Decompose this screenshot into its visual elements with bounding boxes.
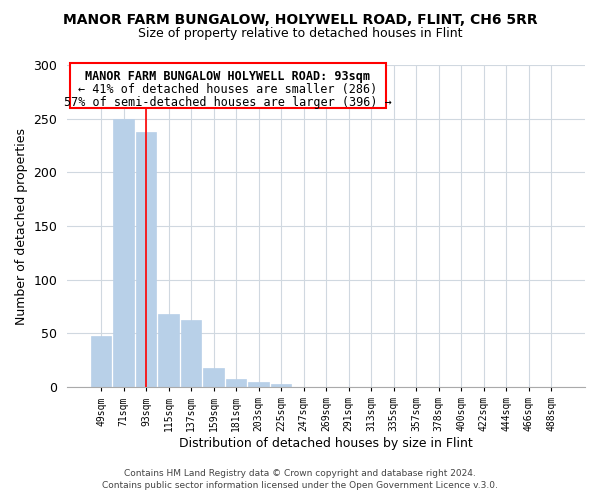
Bar	[248, 382, 269, 387]
FancyBboxPatch shape	[70, 64, 386, 108]
Bar	[136, 132, 157, 387]
Bar	[181, 320, 202, 387]
Y-axis label: Number of detached properties: Number of detached properties	[15, 128, 28, 324]
Text: MANOR FARM BUNGALOW HOLYWELL ROAD: 93sqm: MANOR FARM BUNGALOW HOLYWELL ROAD: 93sqm	[85, 70, 370, 83]
Bar	[113, 118, 134, 387]
Text: 57% of semi-detached houses are larger (396) →: 57% of semi-detached houses are larger (…	[64, 96, 392, 108]
Bar	[91, 336, 112, 387]
Text: Contains HM Land Registry data © Crown copyright and database right 2024.: Contains HM Land Registry data © Crown c…	[124, 468, 476, 477]
Bar	[203, 368, 224, 387]
Bar	[271, 384, 292, 387]
Text: Size of property relative to detached houses in Flint: Size of property relative to detached ho…	[138, 28, 462, 40]
Text: MANOR FARM BUNGALOW, HOLYWELL ROAD, FLINT, CH6 5RR: MANOR FARM BUNGALOW, HOLYWELL ROAD, FLIN…	[62, 12, 538, 26]
Bar	[226, 378, 247, 387]
Text: ← 41% of detached houses are smaller (286): ← 41% of detached houses are smaller (28…	[78, 82, 377, 96]
Bar	[158, 314, 179, 387]
X-axis label: Distribution of detached houses by size in Flint: Distribution of detached houses by size …	[179, 437, 473, 450]
Text: Contains public sector information licensed under the Open Government Licence v.: Contains public sector information licen…	[102, 481, 498, 490]
